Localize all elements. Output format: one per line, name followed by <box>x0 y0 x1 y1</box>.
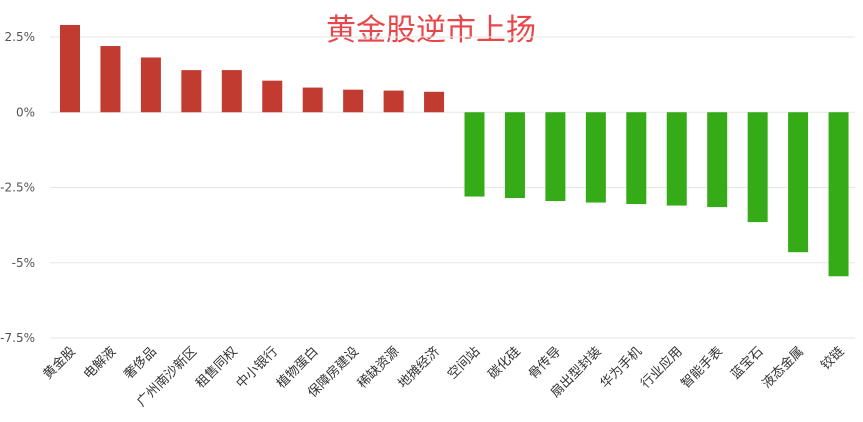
bar <box>100 46 121 113</box>
x-axis: 黄金股 电解液 奢侈品广州南沙新区租售同权中小银行植物蛋白保障房建设稀缺资源地摊经济… <box>40 344 847 410</box>
bar <box>666 112 687 206</box>
x-tick-label: 租售同权 <box>193 344 241 392</box>
x-tick-label: 液态金属 <box>759 344 807 392</box>
bar <box>828 112 849 277</box>
bar <box>504 112 525 199</box>
x-tick-label: 碳化硅 <box>486 344 524 382</box>
bar <box>221 70 242 113</box>
x-tick-label: 智能手表 <box>679 344 726 391</box>
x-tick-label: 中小银行 <box>234 344 281 391</box>
x-tick-label: 行业应用 <box>637 344 685 392</box>
bar <box>424 91 445 113</box>
bar <box>262 80 283 113</box>
y-tick-label: -5% <box>12 256 35 270</box>
bar <box>464 112 485 197</box>
y-tick-label: 0% <box>16 105 35 119</box>
x-tick-label: 地摊经济 <box>395 344 442 391</box>
x-tick-label: 蓝宝石 <box>728 344 766 382</box>
y-tick-label: -7.5% <box>0 331 35 345</box>
y-axis: 2.5% 0% -2.5% -5% -7.5% <box>0 30 35 345</box>
bar <box>302 87 323 113</box>
bar <box>383 90 404 113</box>
x-tick-label: 奢侈品 <box>122 344 160 382</box>
x-tick-label: 空间站 <box>445 344 483 382</box>
x-tick-label: 电解液 <box>81 344 119 382</box>
bar <box>343 89 364 113</box>
chart-title: 黄金股逆市上扬 <box>326 13 536 48</box>
x-tick-label: 稀缺资源 <box>355 344 402 391</box>
x-tick-label: 华为手机 <box>598 344 645 391</box>
x-tick-label: 铰链 <box>818 344 847 373</box>
y-tick-label: 2.5% <box>5 30 36 44</box>
bar <box>60 24 80 113</box>
gridlines <box>50 36 855 339</box>
bar <box>626 112 647 205</box>
bar <box>545 112 566 202</box>
y-tick-label: -2.5% <box>0 181 35 195</box>
bar <box>181 70 202 113</box>
x-tick-label: 骨传导 <box>526 344 564 382</box>
bar <box>747 112 768 223</box>
bar <box>585 112 606 203</box>
bars <box>60 24 849 277</box>
bar <box>788 112 809 253</box>
bar <box>140 57 161 113</box>
x-tick-label: 黄金股 <box>40 344 79 383</box>
bar <box>707 112 728 208</box>
